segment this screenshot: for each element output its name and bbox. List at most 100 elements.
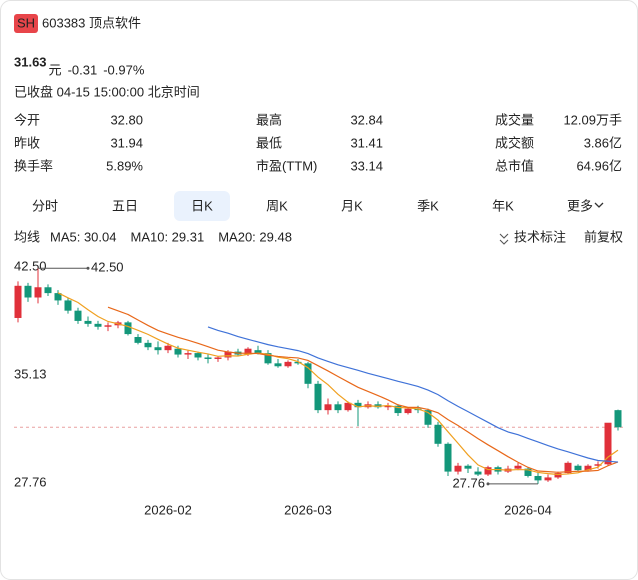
x-tick-label: 2026-04 [504,502,552,517]
candle-body [354,402,362,408]
candle-body [94,323,102,327]
stat-label: 成交量 [495,112,534,127]
stat-label: 换手率 [14,158,53,173]
tab[interactable]: 更多 [567,198,593,213]
tab-active-bg [174,191,230,221]
x-tick-label: 2026-02 [144,502,192,517]
badge-bg [14,14,38,33]
candle-body [34,287,42,298]
tab[interactable]: 月K [341,198,363,213]
stat-label: 总市值 [495,158,534,173]
y-tick-label: 42.50 [14,259,47,274]
tab[interactable]: 日K [191,198,213,213]
candle-body [194,353,202,358]
candle-body [134,337,142,343]
candle-body [564,462,572,474]
y-tick-label: 27.76 [14,474,47,489]
candle-body [574,465,582,471]
change-pct: -0.97% [103,62,145,77]
candle-body [474,471,482,475]
candle-body [614,410,622,428]
price: 31.63 [14,54,47,69]
annotation-label: 27.76 [452,475,485,490]
candle-body [274,363,282,367]
ma-line [207,326,619,463]
ma-line [107,306,619,473]
candle-body [514,465,522,469]
candle-body [254,350,262,354]
legend-entry: MA20: 29.48 [218,229,292,244]
tab[interactable]: 年K [492,198,514,213]
status: 已收盘 04-15 15:00:00 北京时间 [14,84,200,99]
candle-body [304,363,312,384]
stat-label: 最高 [256,112,282,127]
stat-value: 5.89% [106,158,143,173]
annotation-dot [86,266,90,270]
tab[interactable]: 五日 [112,198,138,213]
candle-body [344,402,352,411]
candle-body [164,345,172,351]
stat-value: 12.09万手 [563,112,622,127]
candle-body [444,443,452,472]
tool[interactable]: 前复权 [584,229,623,244]
candle-body [74,310,82,321]
annotation-dot [486,482,490,486]
candle-body [324,404,332,411]
candle-body [14,285,22,318]
annotation-label: 42.50 [91,260,124,275]
change: -0.31 [68,62,98,77]
candle-body [604,422,612,465]
candle-body [154,347,162,351]
candle-body [314,383,322,411]
stat-label: 昨收 [14,135,40,150]
legend-entry: MA10: 29.31 [131,229,205,244]
stat-label: 最低 [256,135,282,150]
stat-value: 32.80 [110,112,143,127]
x-tick-label: 2026-03 [284,502,332,517]
candle-body [464,465,472,469]
y-tick-label: 35.13 [14,366,47,381]
candle-body [84,320,92,324]
stat-value: 31.94 [110,135,143,150]
tab[interactable]: 周K [266,198,288,213]
candle-body [544,477,552,481]
candle-body [24,285,32,298]
candle-body [64,300,72,311]
tool[interactable]: 技术标注 [514,229,566,244]
price-unit: 元 [49,62,62,77]
badge: SH [17,15,35,30]
candle-body [264,353,272,364]
candle-body [244,348,252,355]
stat-value: 3.86亿 [584,135,622,150]
candle-body [284,361,292,367]
stat-value: 33.14 [350,158,383,173]
candle-body [224,351,232,358]
stat-label: 市盈(TTM) [256,158,317,173]
candle-body [144,342,152,348]
candle-body [334,404,342,411]
candle-body [484,467,492,475]
candle-body [404,408,412,414]
stock-name: 603383 顶点软件 [42,15,141,30]
candle-body [384,405,392,408]
candle-body [214,357,222,359]
candle-body [584,465,592,471]
ma-title: 均线 [14,229,40,244]
candle-body [454,465,462,472]
candle-body [104,325,112,327]
stat-label: 成交额 [495,135,534,150]
legend-entry: MA5: 30.04 [50,229,117,244]
candle-body [184,353,192,355]
candle-body [174,348,182,355]
candle-body [424,410,432,425]
tab[interactable]: 季K [417,198,439,213]
tab[interactable]: 分时 [32,198,58,213]
stat-value: 31.41 [350,135,383,150]
candle-body [394,405,402,414]
candle-body [434,424,442,444]
candle-body [124,322,132,335]
candle-body [44,287,52,294]
candle-body [204,357,212,359]
stat-label: 今开 [14,112,40,127]
